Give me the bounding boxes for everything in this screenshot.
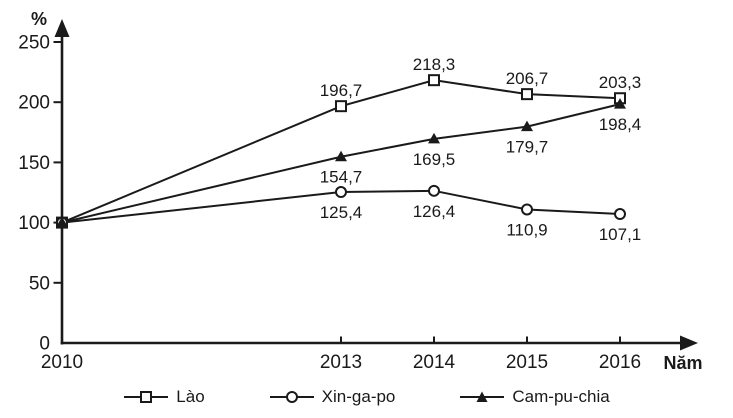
square-marker-icon <box>124 391 169 403</box>
data-point-triangle <box>335 150 347 162</box>
value-label: 126,4 <box>413 202 456 221</box>
plot-layer: 0 50 100 150 200 250 2010 2013 2014 2015 2016 196,7… <box>18 33 641 374</box>
value-label: 179,7 <box>506 138 549 157</box>
data-point-triangle <box>56 216 68 228</box>
legend-label-xingapo: Xin-ga-po <box>321 387 396 406</box>
x-tick-label: 2013 <box>320 352 362 373</box>
value-label: 107,1 <box>599 225 642 244</box>
data-point-circle <box>428 184 440 197</box>
x-tick-label: 2010 <box>41 352 83 373</box>
y-axis-unit-label: % <box>31 9 47 29</box>
data-point-square <box>335 100 347 113</box>
value-label: 206,7 <box>506 69 549 88</box>
data-point-triangle <box>614 98 626 109</box>
data-point-triangle <box>521 120 533 132</box>
y-tick-label: 50 <box>29 273 50 294</box>
value-label: 110,9 <box>506 220 547 239</box>
triangle-marker-icon <box>460 391 505 402</box>
y-tick-label: 100 <box>18 213 50 234</box>
legend-label-lao: Lào <box>176 387 205 406</box>
data-point-circle <box>521 203 533 216</box>
value-label: 203,3 <box>599 73 642 92</box>
value-label: 218,3 <box>413 55 456 74</box>
value-label: 154,7 <box>320 168 363 187</box>
x-tick-label: 2014 <box>413 352 456 373</box>
value-label: 196,7 <box>320 81 363 100</box>
data-point-triangle <box>428 132 440 144</box>
data-point-circle <box>614 208 626 221</box>
data-point-square <box>428 74 440 87</box>
x-axis-arrow-icon <box>680 335 698 351</box>
legend-item-xingapo: Xin-ga-po <box>269 387 396 407</box>
y-tick-label: 200 <box>18 93 50 114</box>
y-axis-arrow-icon <box>54 19 70 37</box>
data-point-circle <box>335 186 347 199</box>
legend-item-campuchia: Cam-pu-chia <box>459 387 610 407</box>
x-tick-label: 2016 <box>599 352 641 373</box>
x-axis-title: Năm <box>663 353 702 373</box>
x-tick-label: 2015 <box>506 352 548 373</box>
y-tick-label: 250 <box>18 33 50 54</box>
y-tick-label: 150 <box>18 153 50 174</box>
legend-label-campuchia: Cam-pu-chia <box>512 387 610 406</box>
value-label: 198,4 <box>599 115 642 134</box>
legend: Lào Xin-ga-po Cam-pu-chia <box>0 387 733 407</box>
y-tick-label: 0 <box>39 334 50 355</box>
axes-layer: % Năm <box>31 9 703 373</box>
data-point-square <box>521 88 533 101</box>
circle-marker-icon <box>269 391 314 403</box>
value-label: 169,5 <box>413 150 456 169</box>
value-label: 125,4 <box>320 203 363 222</box>
legend-item-lao: Lào <box>123 387 205 407</box>
